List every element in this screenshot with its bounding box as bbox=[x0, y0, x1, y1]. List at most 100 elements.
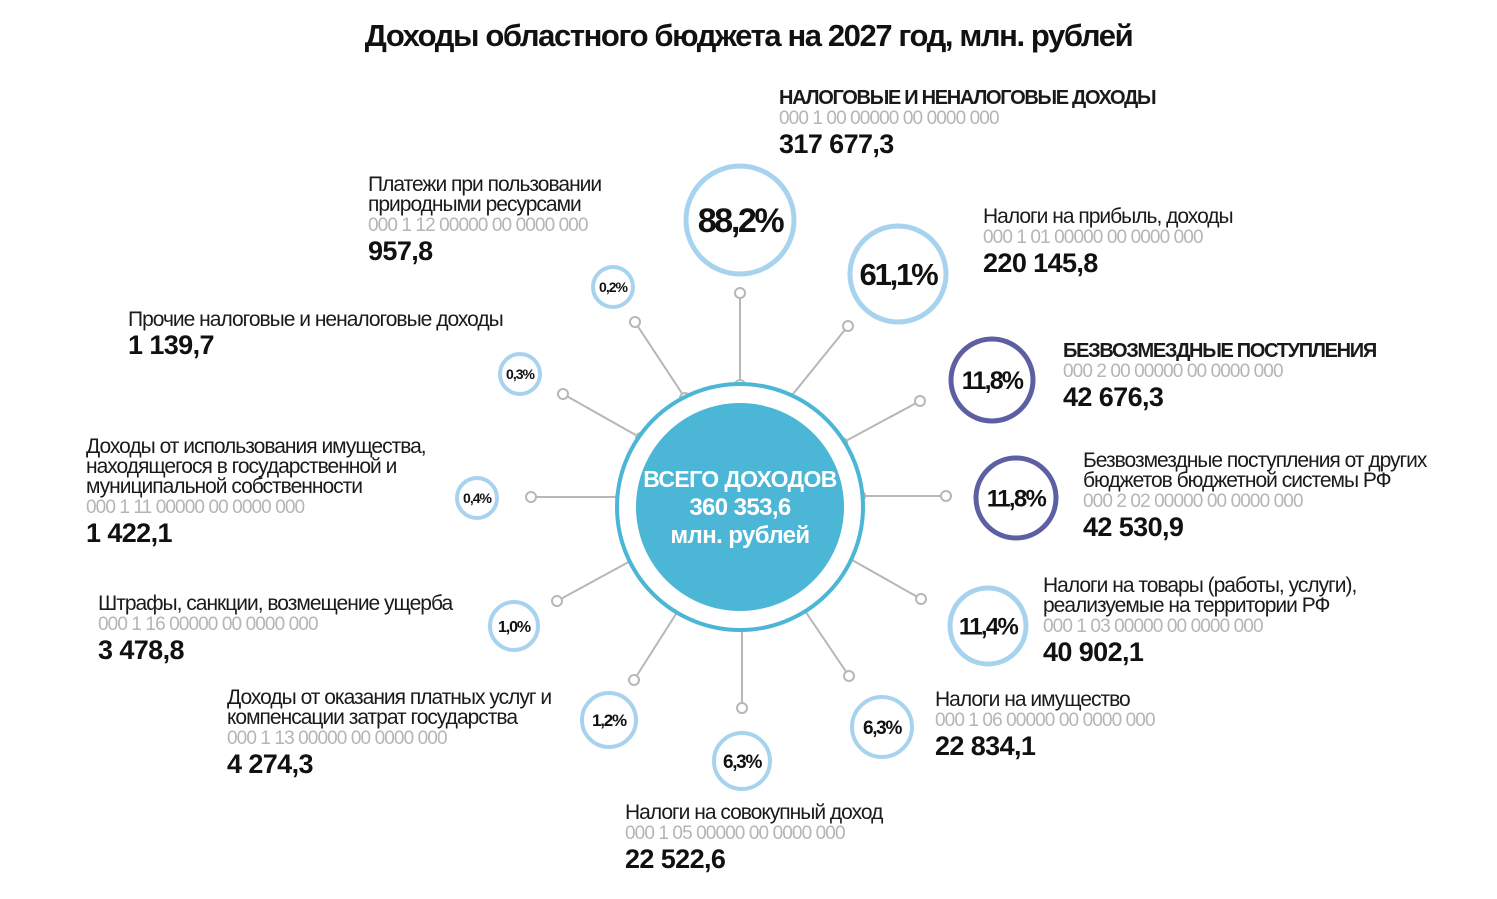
label-code-shtrafy: 000 1 16 00000 00 0000 000 bbox=[98, 614, 319, 635]
bubble-percent-platnye-uslugi: 1,2% bbox=[592, 711, 627, 730]
label-name-line-imushestvo-gos-1: находящегося в государственной и bbox=[86, 455, 397, 478]
spoke-dot-outer-bezvozm bbox=[914, 395, 926, 407]
label-code-bezvozm: 000 2 00 00000 00 0000 000 bbox=[1063, 361, 1284, 382]
label-bezvozm-drugih: Безвозмездные поступления от других бюдже… bbox=[1083, 450, 1427, 542]
label-name-imushestvo-gos: Доходы от использования имущества, находя… bbox=[86, 435, 427, 498]
bubble-platnye-uslugi bbox=[580, 691, 638, 749]
label-name-line-nalog-nenalog-0: НАЛОГОВЫЕ И НЕНАЛОГОВЫЕ ДОХОДЫ bbox=[779, 87, 1157, 109]
label-name-line-shtrafy-0: Штрафы, санкции, возмещение ущерба bbox=[98, 592, 453, 615]
center-line-1: ВСЕГО ДОХОДОВ bbox=[643, 466, 837, 492]
label-platnye-uslugi: Доходы от оказания платных услуг и компен… bbox=[227, 686, 552, 779]
label-name-line-imushestvo-gos-2: муниципальной собственности bbox=[86, 475, 363, 498]
page-title: Доходы областного бюджета на 2027 год, м… bbox=[364, 18, 1134, 53]
bubble-percent-imushestvo-gos: 0,4% bbox=[463, 490, 492, 506]
bubble-shtrafy bbox=[488, 600, 540, 652]
spoke-prirodnye bbox=[634, 321, 686, 399]
label-prochie: Прочие налоговые и неналоговые доходы 1 1… bbox=[128, 308, 504, 360]
bubble-percent-shtrafy: 1,0% bbox=[498, 619, 531, 636]
label-sovokupny: Налоги на совокупный доход 000 1 05 00000… bbox=[625, 801, 883, 874]
label-code-pribyl: 000 1 01 00000 00 0000 000 bbox=[983, 227, 1204, 248]
spoke-dot-outer-imushestvo-gos bbox=[525, 491, 537, 503]
spoke-dot-outer-prirodnye bbox=[629, 316, 641, 328]
bubble-percent-prochie: 0,3% bbox=[506, 366, 535, 382]
label-name-prochie: Прочие налоговые и неналоговые доходы bbox=[128, 308, 504, 331]
label-code-nalog-nenalog: 000 1 00 00000 00 0000 000 bbox=[779, 108, 1000, 129]
label-value-imushestvo-gos: 1 422,1 bbox=[86, 518, 172, 548]
spoke-dot-outer-bezvozm-drugih bbox=[940, 490, 952, 502]
spoke-dot-outer-shtrafy bbox=[551, 595, 563, 607]
label-name-line-tovary-1: реализуемые на территории РФ bbox=[1043, 594, 1330, 617]
label-value-nalog-nenalog: 317 677,3 bbox=[779, 129, 894, 159]
spoke-dot-outer-prochie bbox=[557, 388, 569, 400]
label-name-line-prirodnye-1: природными ресурсами bbox=[368, 193, 582, 216]
center-line-3: млн. рублей bbox=[670, 522, 809, 549]
label-prirodnye: Платежи при пользовании природными ресурс… bbox=[368, 173, 602, 266]
label-name-tovary: Налоги на товары (работы, услуги), реализ… bbox=[1043, 575, 1357, 617]
spoke-dot-outer-sovokupny bbox=[736, 702, 748, 714]
label-code-sovokupny: 000 1 05 00000 00 0000 000 bbox=[625, 823, 846, 844]
label-name-line-bezvozm-drugih-1: бюджетов бюджетной системы РФ bbox=[1083, 469, 1392, 492]
bubble-tovary bbox=[947, 585, 1029, 667]
label-value-shtrafy: 3 478,8 bbox=[98, 635, 184, 665]
label-value-bezvozm: 42 676,3 bbox=[1063, 382, 1164, 412]
label-name-sovokupny: Налоги на совокупный доход bbox=[625, 801, 883, 824]
label-value-sovokupny: 22 522,6 bbox=[625, 844, 726, 874]
label-name-prirodnye: Платежи при пользовании природными ресурс… bbox=[368, 173, 602, 216]
bubble-bezvozm bbox=[948, 336, 1036, 424]
label-name-pribyl: Налоги на прибыль, доходы bbox=[983, 205, 1234, 228]
spoke-prochie bbox=[562, 393, 642, 439]
bubble-sovokupny bbox=[712, 731, 772, 791]
label-name-line-bezvozm-0: БЕЗВОЗМЕЗДНЫЕ ПОСТУПЛЕНИЯ bbox=[1063, 340, 1377, 362]
bubble-pribyl bbox=[847, 223, 949, 325]
spoke-platnye-uslugi bbox=[633, 602, 684, 681]
label-name-bezvozm-drugih: Безвозмездные поступления от других бюдже… bbox=[1083, 450, 1427, 492]
label-code-prirodnye: 000 1 12 00000 00 0000 000 bbox=[368, 215, 589, 236]
label-value-prirodnye: 957,8 bbox=[368, 236, 433, 266]
label-value-pribyl: 220 145,8 bbox=[983, 248, 1098, 278]
label-name-line-pribyl-0: Налоги на прибыль, доходы bbox=[983, 205, 1234, 228]
bubble-prirodnye bbox=[591, 265, 635, 309]
label-pribyl: Налоги на прибыль, доходы 000 1 01 00000 … bbox=[983, 205, 1234, 278]
label-code-platnye-uslugi: 000 1 13 00000 00 0000 000 bbox=[227, 728, 448, 749]
label-nalog-nenalog: НАЛОГОВЫЕ И НЕНАЛОГОВЫЕ ДОХОДЫ 000 1 00 0… bbox=[779, 87, 1157, 159]
spoke-dot-outer-nalog-nenalog bbox=[734, 287, 746, 299]
bubble-bezvozm-drugih bbox=[973, 455, 1059, 541]
label-imushestvo-gos: Доходы от использования имущества, находя… bbox=[86, 435, 427, 548]
label-code-imushestvo-gos: 000 1 11 00000 00 0000 000 bbox=[86, 497, 305, 518]
label-name-line-imushestvo-gos-0: Доходы от использования имущества, bbox=[86, 435, 427, 458]
spoke-bezvozm bbox=[841, 400, 921, 444]
label-code-bezvozm-drugih: 000 2 02 00000 00 0000 000 bbox=[1083, 491, 1304, 512]
label-value-platnye-uslugi: 4 274,3 bbox=[227, 749, 313, 779]
label-name-line-platnye-uslugi-0: Доходы от оказания платных услуг и bbox=[227, 686, 552, 709]
bubble-percent-bezvozm: 11,8% bbox=[962, 367, 1024, 395]
label-code-imushestvo: 000 1 06 00000 00 0000 000 bbox=[935, 710, 1156, 731]
label-name-bezvozm: БЕЗВОЗМЕЗДНЫЕ ПОСТУПЛЕНИЯ bbox=[1063, 340, 1377, 362]
bubble-percent-nalog-nenalog: 88,2% bbox=[698, 202, 785, 240]
spoke-dot-outer-platnye-uslugi bbox=[628, 674, 640, 686]
label-name-line-sovokupny-0: Налоги на совокупный доход bbox=[625, 801, 883, 824]
bubble-percent-imushestvo: 6,3% bbox=[863, 718, 903, 739]
label-name-imushestvo: Налоги на имущество bbox=[935, 689, 1155, 710]
spoke-dot-outer-pribyl bbox=[842, 320, 854, 332]
label-bezvozm: БЕЗВОЗМЕЗДНЫЕ ПОСТУПЛЕНИЯ 000 2 00 00000 … bbox=[1063, 340, 1377, 412]
label-code-tovary: 000 1 03 00000 00 0000 000 bbox=[1043, 616, 1264, 637]
label-name-shtrafy: Штрафы, санкции, возмещение ущерба bbox=[98, 592, 453, 615]
bubble-percent-pribyl: 61,1% bbox=[860, 257, 939, 292]
label-imushestvo: Налоги на имущество 000 1 06 00000 00 000… bbox=[935, 689, 1156, 761]
label-value-prochie: 1 139,7 bbox=[128, 330, 214, 360]
center-disc bbox=[636, 403, 844, 611]
label-value-bezvozm-drugih: 42 530,9 bbox=[1083, 512, 1184, 542]
label-tovary: Налоги на товары (работы, услуги), реализ… bbox=[1043, 575, 1357, 667]
label-name-platnye-uslugi: Доходы от оказания платных услуг и компен… bbox=[227, 686, 552, 728]
label-name-line-prochie-0: Прочие налоговые и неналоговые доходы bbox=[128, 308, 504, 331]
label-name-nalog-nenalog: НАЛОГОВЫЕ И НЕНАЛОГОВЫЕ ДОХОДЫ bbox=[779, 87, 1157, 109]
bubble-percent-sovokupny: 6,3% bbox=[723, 752, 763, 773]
center-line-2: 360 353,6 bbox=[689, 494, 791, 521]
bubble-imushestvo-gos bbox=[455, 476, 499, 520]
spoke-shtrafy bbox=[556, 557, 637, 602]
spoke-imushestvo bbox=[798, 601, 850, 677]
label-name-line-prirodnye-0: Платежи при пользовании bbox=[368, 173, 602, 196]
label-shtrafy: Штрафы, санкции, возмещение ущерба 000 1 … bbox=[98, 592, 453, 665]
